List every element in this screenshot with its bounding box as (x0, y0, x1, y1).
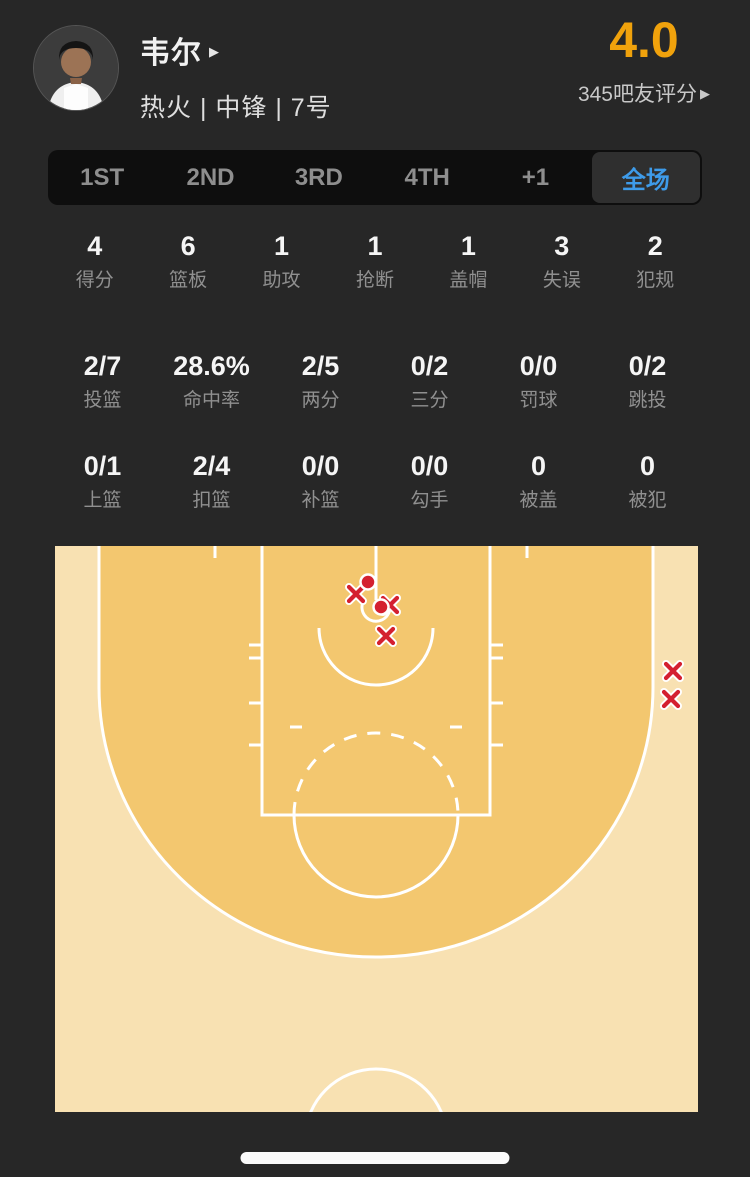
stat-blocked: 0 被盖 (484, 450, 593, 514)
stat-hook-label: 勾手 (410, 490, 449, 511)
stat-blocks-value: 1 (460, 231, 476, 261)
stat-assists: 1 助攻 (235, 230, 328, 294)
stat-fg-pct: 28.6% 命中率 (157, 350, 266, 414)
stat-fouled-on-label: 被犯 (628, 490, 667, 511)
tab-full[interactable]: 全场 (591, 152, 700, 203)
player-photo (34, 26, 118, 110)
shot-marker-missed (375, 625, 397, 647)
stat-steals: 1 抢断 (328, 230, 421, 294)
stat-ft-label: 罚球 (519, 390, 558, 411)
stat-hook-value: 0/0 (410, 451, 449, 481)
tab-2nd[interactable]: 2ND (186, 163, 235, 191)
rating-chevron-right-icon: ▶ (700, 86, 710, 101)
stat-fouled-on-value: 0 (639, 451, 656, 481)
stat-three-pt-value: 0/2 (410, 351, 449, 381)
rating-link[interactable]: 345吧友评分 ▶ (578, 78, 710, 108)
stat-putback-label: 补篮 (301, 490, 340, 511)
shot-chart (55, 546, 698, 1177)
name-chevron-right-icon: ▶ (209, 43, 219, 59)
stat-rebounds-value: 6 (180, 231, 196, 261)
restricted-area-arc (317, 627, 435, 687)
stat-row-main: 4 得分 6 篮板 1 助攻 1 抢断 1 盖帽 3 失误 2 犯规 (0, 230, 750, 294)
shot-marker-made (359, 573, 377, 591)
shot-markers (345, 573, 684, 710)
stat-row-shooting: 2/7 投篮 28.6% 命中率 2/5 两分 0/2 三分 0/0 罚球 0/2 跳投 (0, 350, 750, 414)
stat-fg-pct-value: 28.6% (173, 351, 250, 381)
stat-three-pt: 0/2 三分 (375, 350, 484, 414)
player-name: 韦尔 (140, 37, 202, 70)
free-throw-circle-solid-half (292, 814, 460, 899)
stats-section: 4 得分 6 篮板 1 助攻 1 抢断 1 盖帽 3 失误 2 犯规 2/7 投篮 28.6% 命中率 2/5 两分… (0, 230, 750, 514)
stat-ft-value: 0/0 (519, 351, 558, 381)
lane-hash-marks-left (249, 643, 262, 747)
tab-3rd[interactable]: 3RD (294, 163, 343, 191)
court-graphic (55, 546, 698, 1177)
player-avatar[interactable] (33, 25, 119, 111)
stat-dunk-label: 扣篮 (192, 490, 231, 511)
stat-points: 4 得分 (48, 230, 141, 294)
player-name-block[interactable]: 韦尔 ▶ 热火 | 中锋 | 7号 (140, 28, 332, 124)
team-position-number: 热火 | 中锋 | 7号 (140, 94, 332, 122)
stat-fg-label: 投篮 (83, 390, 122, 411)
stat-steals-value: 1 (367, 231, 383, 261)
key-lane (260, 546, 492, 817)
stat-rebounds-label: 篮板 (169, 270, 208, 291)
tab-1st[interactable]: 1ST (80, 163, 125, 191)
stat-rebounds: 6 篮板 (141, 230, 234, 294)
stat-dunk-value: 2/4 (192, 451, 231, 481)
rating-block: 4.0 345吧友评分 ▶ (578, 14, 710, 108)
stat-points-value: 4 (87, 231, 103, 261)
tab-plus1[interactable]: +1 (521, 163, 550, 191)
stat-jumper-label: 跳投 (628, 390, 667, 411)
shot-marker-made (372, 598, 390, 616)
stat-fg-pct-label: 命中率 (182, 390, 240, 411)
shot-marker-missed (662, 660, 684, 682)
stat-turnovers-value: 3 (554, 231, 570, 261)
free-throw-circle-dashed-half (292, 731, 460, 816)
stat-dunk: 2/4 扣篮 (157, 450, 266, 514)
lane-hash-marks-right (490, 643, 503, 747)
stat-two-pt: 2/5 两分 (266, 350, 375, 414)
stat-ft: 0/0 罚球 (484, 350, 593, 414)
stat-blocks-label: 盖帽 (449, 270, 488, 291)
rating-value: 4.0 (609, 12, 679, 68)
stat-fouls: 2 犯规 (609, 230, 702, 294)
stat-jumper-value: 0/2 (628, 351, 667, 381)
stat-layup-label: 上篮 (83, 490, 122, 511)
stat-putback-value: 0/0 (301, 451, 340, 481)
stat-assists-label: 助攻 (262, 270, 301, 291)
stat-jumper: 0/2 跳投 (593, 350, 702, 414)
stat-layup-value: 0/1 (83, 451, 122, 481)
baseline-stub-marks (213, 546, 529, 558)
quarter-tab-bar: 1ST 2ND 3RD 4TH +1 全场 (48, 150, 702, 205)
stat-fg: 2/7 投篮 (48, 350, 157, 414)
stat-blocked-value: 0 (530, 451, 547, 481)
stat-putback: 0/0 补篮 (266, 450, 375, 514)
home-indicator[interactable] (240, 1152, 510, 1164)
stat-blocked-label: 被盖 (519, 490, 558, 511)
rating-count-label: 345吧友评分 (577, 83, 697, 106)
three-point-line (97, 546, 655, 959)
stat-fouls-value: 2 (647, 231, 663, 261)
shot-marker-missed (345, 583, 367, 605)
shot-marker-missed (660, 688, 682, 710)
stat-two-pt-label: 两分 (301, 390, 340, 411)
stat-blocks: 1 盖帽 (422, 230, 515, 294)
court-inside-area (99, 546, 653, 957)
stat-points-label: 得分 (75, 270, 114, 291)
stat-fouls-label: 犯规 (636, 270, 675, 291)
stat-layup: 0/1 上篮 (48, 450, 157, 514)
stat-row-detail: 0/1 上篮 2/4 扣篮 0/0 补篮 0/0 勾手 0 被盖 0 被犯 (0, 450, 750, 514)
stat-fg-value: 2/7 (83, 351, 122, 381)
stat-turnovers-label: 失误 (542, 270, 581, 291)
stat-steals-label: 抢断 (355, 270, 394, 291)
stat-three-pt-label: 三分 (410, 390, 449, 411)
tab-4th[interactable]: 4TH (404, 163, 450, 191)
stat-turnovers: 3 失误 (515, 230, 608, 294)
stat-two-pt-value: 2/5 (301, 351, 340, 381)
stat-hook: 0/0 勾手 (375, 450, 484, 514)
stat-fouled-on: 0 被犯 (593, 450, 702, 514)
stat-assists-value: 1 (274, 231, 290, 261)
